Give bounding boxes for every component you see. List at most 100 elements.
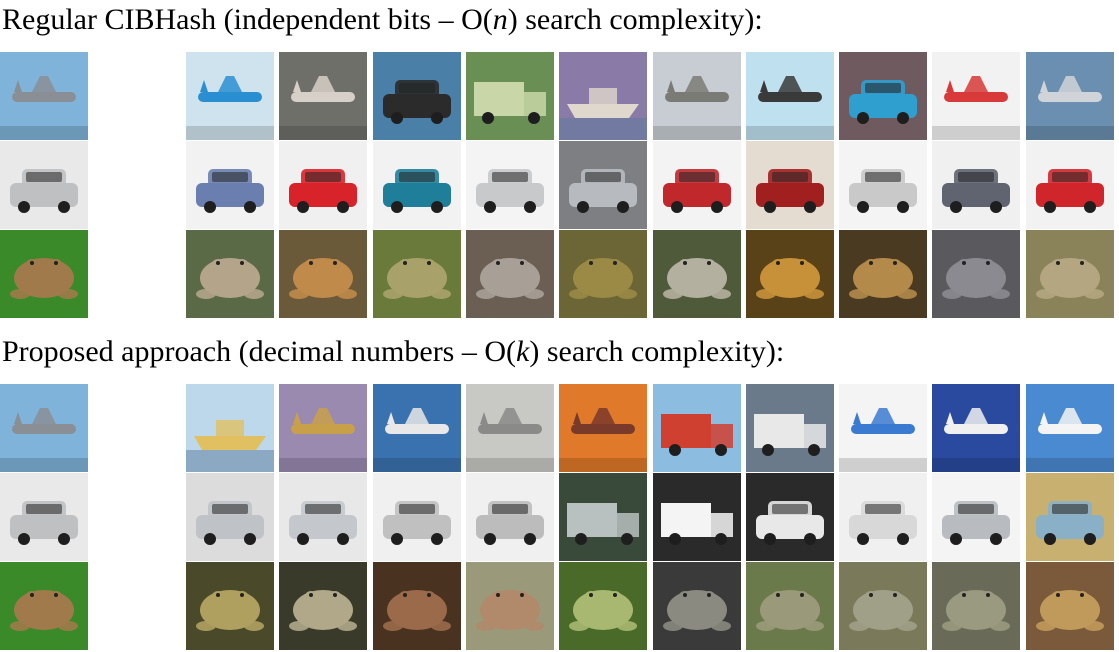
frog-image xyxy=(746,562,834,650)
retrieved-image xyxy=(1026,141,1114,229)
airplane-image xyxy=(186,52,274,140)
retrieved-image xyxy=(839,230,927,318)
query-image xyxy=(0,384,88,472)
retrieved-image xyxy=(373,52,461,140)
retrieved-image xyxy=(559,141,647,229)
frog-image xyxy=(559,562,647,650)
airplane-image xyxy=(1026,384,1114,472)
retrieved-image xyxy=(466,473,554,561)
retrieved-image xyxy=(373,473,461,561)
retrieved-image xyxy=(373,562,461,650)
query-image xyxy=(0,562,88,650)
retrieved-image xyxy=(746,384,834,472)
frog-image xyxy=(559,230,647,318)
frog-image xyxy=(466,562,554,650)
frog-image xyxy=(1026,562,1114,650)
airplane-image xyxy=(279,384,367,472)
retrieved-image xyxy=(653,473,741,561)
retrieved-image xyxy=(1026,384,1114,472)
retrieved-image xyxy=(279,52,367,140)
car-image xyxy=(559,141,647,229)
retrieved-image xyxy=(279,230,367,318)
section-title-proposed: Proposed approach (decimal numbers – O(k… xyxy=(2,334,784,370)
retrieved-image xyxy=(279,562,367,650)
car-image xyxy=(746,141,834,229)
car-image xyxy=(932,473,1020,561)
retrieved-image xyxy=(559,384,647,472)
query-image xyxy=(0,141,88,229)
query-image xyxy=(0,473,88,561)
frog-image xyxy=(186,230,274,318)
query-row xyxy=(0,473,1119,561)
airplane-image xyxy=(279,52,367,140)
airplane-image xyxy=(0,384,88,472)
frog-image xyxy=(653,230,741,318)
retrieved-image xyxy=(466,562,554,650)
car-image xyxy=(653,141,741,229)
car-image xyxy=(932,141,1020,229)
car-image xyxy=(186,473,274,561)
query-image xyxy=(0,52,88,140)
query-row xyxy=(0,141,1119,229)
retrieved-image xyxy=(373,230,461,318)
car-image xyxy=(746,473,834,561)
car-image xyxy=(373,473,461,561)
title-variable: k xyxy=(516,335,530,368)
retrieved-image xyxy=(839,52,927,140)
car-image xyxy=(1026,473,1114,561)
retrieved-image xyxy=(279,473,367,561)
frog-image xyxy=(279,562,367,650)
truck-image xyxy=(466,52,554,140)
retrieved-image xyxy=(559,473,647,561)
retrieved-image xyxy=(746,52,834,140)
retrieved-image xyxy=(186,141,274,229)
retrieved-image xyxy=(186,384,274,472)
car-image xyxy=(466,473,554,561)
retrieved-image xyxy=(746,562,834,650)
airplane-image xyxy=(466,384,554,472)
retrieved-image xyxy=(932,473,1020,561)
query-row xyxy=(0,52,1119,140)
airplane-image xyxy=(559,384,647,472)
car-image xyxy=(839,52,927,140)
car-image xyxy=(839,141,927,229)
frog-image xyxy=(746,230,834,318)
frog-image xyxy=(0,230,88,318)
frog-image xyxy=(839,562,927,650)
car-image xyxy=(186,141,274,229)
retrieved-image xyxy=(653,52,741,140)
airplane-image xyxy=(839,384,927,472)
car-image xyxy=(279,473,367,561)
car-image xyxy=(466,141,554,229)
airplane-image xyxy=(653,52,741,140)
query-row xyxy=(0,562,1119,650)
query-row xyxy=(0,230,1119,318)
retrieved-image xyxy=(932,52,1020,140)
car-image xyxy=(279,141,367,229)
frog-image xyxy=(373,562,461,650)
section-title-regular: Regular CIBHash (independent bits – O(n)… xyxy=(2,2,763,38)
airplane-image xyxy=(932,384,1020,472)
retrieved-image xyxy=(839,384,927,472)
title-suffix: ) search complexity): xyxy=(529,335,785,368)
ship-image xyxy=(186,384,274,472)
retrieved-image xyxy=(559,230,647,318)
truck-image xyxy=(746,384,834,472)
frog-image xyxy=(1026,230,1114,318)
airplane-image xyxy=(373,384,461,472)
retrieved-image xyxy=(653,562,741,650)
airplane-image xyxy=(746,52,834,140)
frog-image xyxy=(839,230,927,318)
retrieved-image xyxy=(279,384,367,472)
frog-image xyxy=(373,230,461,318)
airplane-image xyxy=(0,52,88,140)
title-prefix: Regular CIBHash (independent bits – O( xyxy=(2,3,493,36)
retrieved-image xyxy=(839,562,927,650)
retrieved-image xyxy=(559,52,647,140)
airplane-image xyxy=(932,52,1020,140)
retrieved-image xyxy=(746,473,834,561)
title-prefix: Proposed approach (decimal numbers – O( xyxy=(2,335,517,368)
retrieved-image xyxy=(466,384,554,472)
retrieved-image xyxy=(279,141,367,229)
truck-image xyxy=(653,384,741,472)
